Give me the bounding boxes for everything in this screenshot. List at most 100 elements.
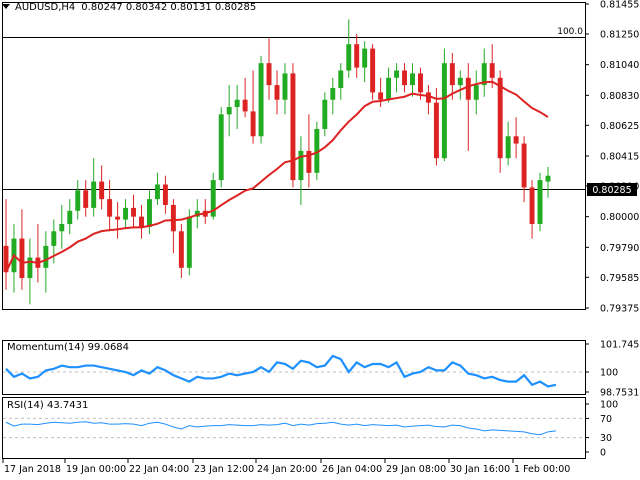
momentum-pane-frame <box>2 340 586 395</box>
candle-body <box>362 48 368 68</box>
candle-body <box>107 199 113 217</box>
candle-body <box>410 73 415 86</box>
candle-body <box>330 88 336 100</box>
momentum-tick-label: 100 <box>600 367 618 378</box>
rsi-line <box>5 421 557 436</box>
candle-body <box>354 44 360 68</box>
candle-body <box>433 102 439 159</box>
time-tick-label: 24 Jan 20:00 <box>257 464 317 475</box>
candle-body <box>314 128 320 173</box>
candle-body <box>43 245 49 268</box>
candle-body <box>146 199 152 227</box>
rsi-tick-label: 0 <box>600 448 606 459</box>
candle-body <box>123 207 129 220</box>
candle-body <box>115 216 121 220</box>
candle-body <box>250 111 256 137</box>
candle-body <box>258 63 264 137</box>
candle-body <box>402 70 408 86</box>
rsi-axis: 100 70 30 0 <box>585 400 618 459</box>
candle-body <box>417 73 423 93</box>
candle-body <box>545 175 551 182</box>
rsi-pane-frame <box>2 397 586 459</box>
momentum-tick-label: 98.7531 <box>600 388 639 399</box>
candle-body <box>75 190 81 211</box>
candle-body <box>473 85 479 100</box>
candle-body <box>306 150 312 173</box>
price-tick-label: 0.80000 <box>600 212 639 223</box>
price-axis: 0.81455 0.81250 0.81040 0.80830 0.80625 0.804… <box>585 0 639 315</box>
candle-body <box>59 223 65 232</box>
candle-body <box>346 44 352 71</box>
candle-body <box>266 63 272 86</box>
candle-body <box>186 216 192 268</box>
candle-body <box>497 77 503 159</box>
candle-body <box>378 92 384 100</box>
candle-body <box>370 48 376 93</box>
candle-body <box>83 190 89 208</box>
candle-body <box>234 99 240 108</box>
candle-body <box>274 85 280 100</box>
candle-body <box>242 99 248 112</box>
candle-body <box>537 180 543 224</box>
price-tick-label: 0.79790 <box>600 243 639 254</box>
time-tick-label: 1 Feb 00:00 <box>514 464 570 475</box>
price-tick-label: 0.81250 <box>600 29 639 40</box>
candle-body <box>529 187 535 224</box>
time-tick-label: 29 Jan 08:00 <box>386 464 446 475</box>
svg-text:0.80285: 0.80285 <box>592 185 631 196</box>
collapse-triangle-icon[interactable] <box>2 4 10 9</box>
candle-body <box>139 216 144 227</box>
candle-body <box>27 257 33 279</box>
candle-body <box>513 136 519 144</box>
candlesticks <box>3 19 551 305</box>
current-price-tag: 0.80285 <box>587 183 637 196</box>
rsi-tick-label: 30 <box>600 433 612 444</box>
candle-body <box>131 207 137 217</box>
candle-body <box>170 204 176 232</box>
candle-body <box>298 150 304 181</box>
candle-body <box>521 143 527 188</box>
time-tick-label: 22 Jan 04:00 <box>129 464 189 475</box>
symbol-label: AUDUSD,H4 <box>15 2 76 13</box>
rsi-levels <box>3 417 585 439</box>
candle-body <box>178 231 184 268</box>
candle-body <box>3 245 9 273</box>
candle-body <box>489 63 495 78</box>
moving-average <box>5 80 549 273</box>
rsi-tick-label: 100 <box>600 400 618 411</box>
candle-body <box>91 181 97 208</box>
time-tick-label: 30 Jan 16:00 <box>450 464 510 475</box>
ohlc-values: 0.80247 0.80342 0.80131 0.80285 <box>81 2 257 13</box>
candle-body <box>481 63 487 86</box>
candle-body <box>322 99 328 129</box>
candle-body <box>290 73 296 181</box>
candle-body <box>449 63 455 86</box>
ma-line <box>5 80 549 273</box>
price-tick-label: 0.79375 <box>600 304 639 315</box>
candle-body <box>441 63 447 159</box>
candle-body <box>218 114 224 181</box>
candle-body <box>226 107 232 115</box>
candle-body <box>505 136 511 159</box>
candle-body <box>282 73 288 100</box>
time-tick-label: 17 Jan 2018 <box>4 464 61 475</box>
chart-header: AUDUSD,H4 0.80247 0.80342 0.80131 0.80285 <box>2 2 256 13</box>
candle-body <box>99 181 105 200</box>
candle-body <box>465 77 471 100</box>
rsi-tick-label: 70 <box>600 414 612 425</box>
price-tick-label: 0.80625 <box>600 121 639 132</box>
momentum-label: Momentum(14) 99.0684 <box>7 342 130 353</box>
candle-body <box>425 92 431 103</box>
momentum-line <box>5 354 557 388</box>
price-tick-label: 0.80830 <box>600 91 639 102</box>
momentum-tick-label: 101.7453 <box>600 340 640 351</box>
level-100-label: 100.0 <box>557 27 583 37</box>
time-axis: 17 Jan 2018 19 Jan 00:00 22 Jan 04:00 23 Ja… <box>2 459 570 475</box>
candle-body <box>51 231 57 246</box>
candle-body <box>394 70 400 78</box>
price-tick-label: 0.81455 <box>600 0 639 11</box>
candle-body <box>338 70 344 89</box>
time-tick-label: 19 Jan 00:00 <box>66 464 126 475</box>
candle-body <box>67 210 73 224</box>
